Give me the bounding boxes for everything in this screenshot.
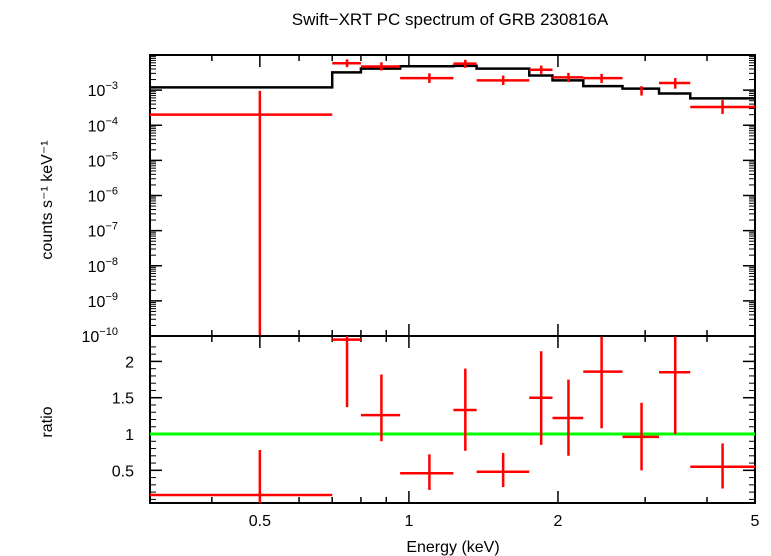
top-y-tick-label: 10−5 [88,150,118,170]
ratio-data-point [453,368,477,451]
x-tick-label: 0.5 [249,513,271,530]
ratio-data-point [583,336,623,429]
ratio-data-point [332,336,361,408]
spectrum-data-point [453,59,477,68]
top-y-tick-label: 10−4 [88,115,118,135]
ratio-data-point [622,402,660,471]
bottom-y-axis-label: ratio [39,406,56,437]
top-y-tick-label: 10−8 [88,256,118,276]
top-y-tick-label: 10−3 [88,80,118,100]
top-y-tick-label: 10−9 [88,291,118,311]
x-tick-label: 1 [404,513,413,530]
spectrum-data-point [690,100,755,114]
ratio-data-point [400,454,454,490]
spectrum-data-point [400,73,454,83]
model-step-line [150,64,755,100]
chart-title: Swift−XRT PC spectrum of GRB 230816A [292,10,609,29]
spectrum-panel: 10−10 10−9 10−8 10−7 10−6 10−5 10−4 10−3 [82,54,756,346]
bottom-y-tick-label: 0.5 [112,463,134,480]
ratio-data-point [690,443,755,489]
ratio-data-point [529,351,553,445]
spectrum-data-point [150,90,333,336]
top-y-tick-label: 10−10 [82,326,118,346]
top-y-tick-label: 10−7 [88,221,118,241]
spectrum-data-point [552,72,584,83]
spectrum-data-point [659,78,691,89]
ratio-data-point [659,336,691,435]
top-y-axis-label: counts s⁻¹ keV⁻¹ [39,140,56,259]
spectrum-data-point [583,73,623,83]
ratio-data-point [150,449,333,503]
ratio-data-point [360,374,401,442]
ratio-data-point [552,379,584,456]
top-y-tick-label: 10−6 [88,186,118,206]
x-tick-label: 2 [554,513,563,530]
x-tick-label: 5 [751,513,760,530]
spectrum-data-point [476,75,530,85]
spectrum-data-point [360,62,401,71]
ratio-panel: 0.5 1 2 5 0.5 1 1.5 2 [112,335,760,530]
bottom-y-tick-label: 1 [125,427,134,444]
bottom-y-tick-label: 2 [125,354,134,371]
spectrum-data-point [332,59,361,68]
bottom-y-tick-label: 1.5 [112,391,134,408]
bottom-panel-frame [149,335,756,504]
spectrum-data-point [529,65,553,74]
top-panel-frame [149,54,756,337]
x-axis-label: Energy (keV) [406,539,499,556]
ratio-data-point [476,452,530,488]
